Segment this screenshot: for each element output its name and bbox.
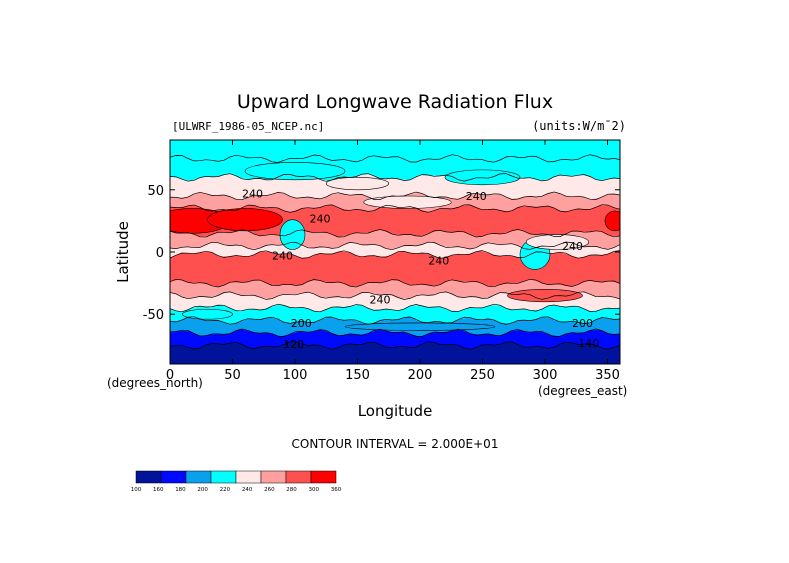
- colorbar-swatch: [135, 470, 162, 484]
- x-axis-label: Longitude: [358, 402, 433, 420]
- x-tick-label: 200: [408, 368, 433, 383]
- colorbar-label: 240: [242, 487, 253, 493]
- chart-title: Upward Longwave Radiation Flux: [237, 91, 553, 113]
- colorbar-swatch: [235, 470, 262, 484]
- contour-line: [170, 173, 620, 182]
- y-axis-label: Latitude: [114, 221, 132, 283]
- flux-band: [170, 291, 620, 313]
- flux-region: [244, 162, 346, 181]
- contour-label: 200: [291, 317, 312, 330]
- flux-region: [279, 219, 306, 250]
- contour-line: [170, 341, 620, 350]
- x-tick-label: 0: [166, 368, 174, 383]
- colorbar-swatch: [310, 470, 337, 484]
- colorbar-label: 280: [286, 487, 297, 493]
- contour-line: [170, 303, 620, 313]
- contour-line: [170, 250, 620, 259]
- contour-label: 200: [572, 317, 593, 330]
- contour-line: [170, 328, 620, 337]
- units-label: (units:W/m¯2): [532, 119, 626, 133]
- y-tick-label: -50: [143, 308, 164, 323]
- y-axis-ticks: 50 0 -50: [143, 184, 620, 323]
- plot-area: [170, 140, 620, 364]
- y-tick-label: 0: [156, 246, 164, 261]
- colorbar-swatch: [285, 470, 312, 484]
- flux-band: [170, 250, 620, 288]
- flux-band: [170, 304, 620, 325]
- contour-line: [170, 154, 620, 163]
- colorbar-swatch: [185, 470, 212, 484]
- x-tick-label: 100: [283, 368, 308, 383]
- flux-region: [507, 289, 583, 303]
- x-tick-label: 150: [345, 368, 370, 383]
- y-units-label: (degrees_north): [107, 376, 203, 390]
- contour-label: 240: [466, 190, 487, 203]
- contour-label: 240: [310, 212, 331, 225]
- flux-region: [207, 208, 283, 232]
- x-units-label: (degrees_east): [538, 384, 627, 398]
- contour-label: 140: [578, 337, 599, 350]
- flux-band: [170, 341, 620, 364]
- x-tick-label: 300: [533, 368, 558, 383]
- x-tick-label: 50: [224, 368, 241, 383]
- flux-region: [182, 308, 233, 320]
- contour-label: 240: [428, 255, 449, 268]
- contour-labels: 240 240 240 240 240 240 240 200 200 120 140: [242, 188, 599, 352]
- colorbar-swatch: [260, 470, 287, 484]
- colorbar-label: 260: [264, 487, 275, 493]
- colorbar-label: 180: [175, 487, 186, 493]
- colorbar-label: 300: [309, 487, 320, 493]
- y-tick-label: 50: [147, 184, 164, 199]
- x-axis-ticks: 0 50 100 150 200 250 300 350: [166, 140, 620, 383]
- contour-interval: CONTOUR INTERVAL = 2.000E+01: [292, 437, 499, 451]
- x-tick-label: 250: [470, 368, 495, 383]
- x-tick-label: 350: [595, 368, 620, 383]
- contour-line: [170, 191, 620, 201]
- colorbar: 100 160 180 200 220 240 260 280 300 360: [131, 470, 342, 493]
- contour-label: 240: [242, 188, 263, 201]
- contour-label: 120: [283, 338, 304, 351]
- contour-line: [170, 291, 620, 300]
- colorbar-label: 100: [131, 487, 142, 493]
- colorbar-label: 220: [220, 487, 231, 493]
- flux-region: [444, 169, 521, 186]
- file-label: [ULWRF_1986-05_NCEP.nc]: [172, 120, 324, 133]
- contour-line: [170, 229, 620, 238]
- contour-line: [170, 241, 620, 251]
- colorbar-swatch: [160, 470, 187, 484]
- colorbar-label: 360: [331, 487, 342, 493]
- contour-line: [170, 204, 620, 213]
- contour-line: [170, 316, 620, 325]
- colorbar-label: 160: [153, 487, 164, 493]
- contour-label: 240: [370, 293, 391, 306]
- contour-label: 240: [272, 250, 293, 263]
- contour-line: [170, 278, 620, 288]
- flux-region: [325, 177, 390, 191]
- colorbar-label: 200: [197, 487, 208, 493]
- flux-region: [344, 322, 496, 331]
- colorbar-swatch: [210, 470, 237, 484]
- contour-label: 240: [562, 240, 583, 253]
- flux-region: [604, 210, 620, 232]
